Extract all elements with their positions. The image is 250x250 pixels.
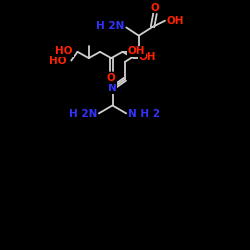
Text: H 2N: H 2N xyxy=(68,109,97,119)
Text: O: O xyxy=(150,3,160,13)
Text: N H 2: N H 2 xyxy=(128,109,160,119)
Text: N: N xyxy=(108,83,117,93)
Text: HO: HO xyxy=(49,56,66,66)
Text: OH: OH xyxy=(166,16,184,26)
Text: OH: OH xyxy=(139,52,156,62)
Text: O: O xyxy=(107,73,116,83)
Text: H 2N: H 2N xyxy=(96,22,124,32)
Text: HO: HO xyxy=(56,46,73,56)
Text: OH: OH xyxy=(128,46,145,56)
